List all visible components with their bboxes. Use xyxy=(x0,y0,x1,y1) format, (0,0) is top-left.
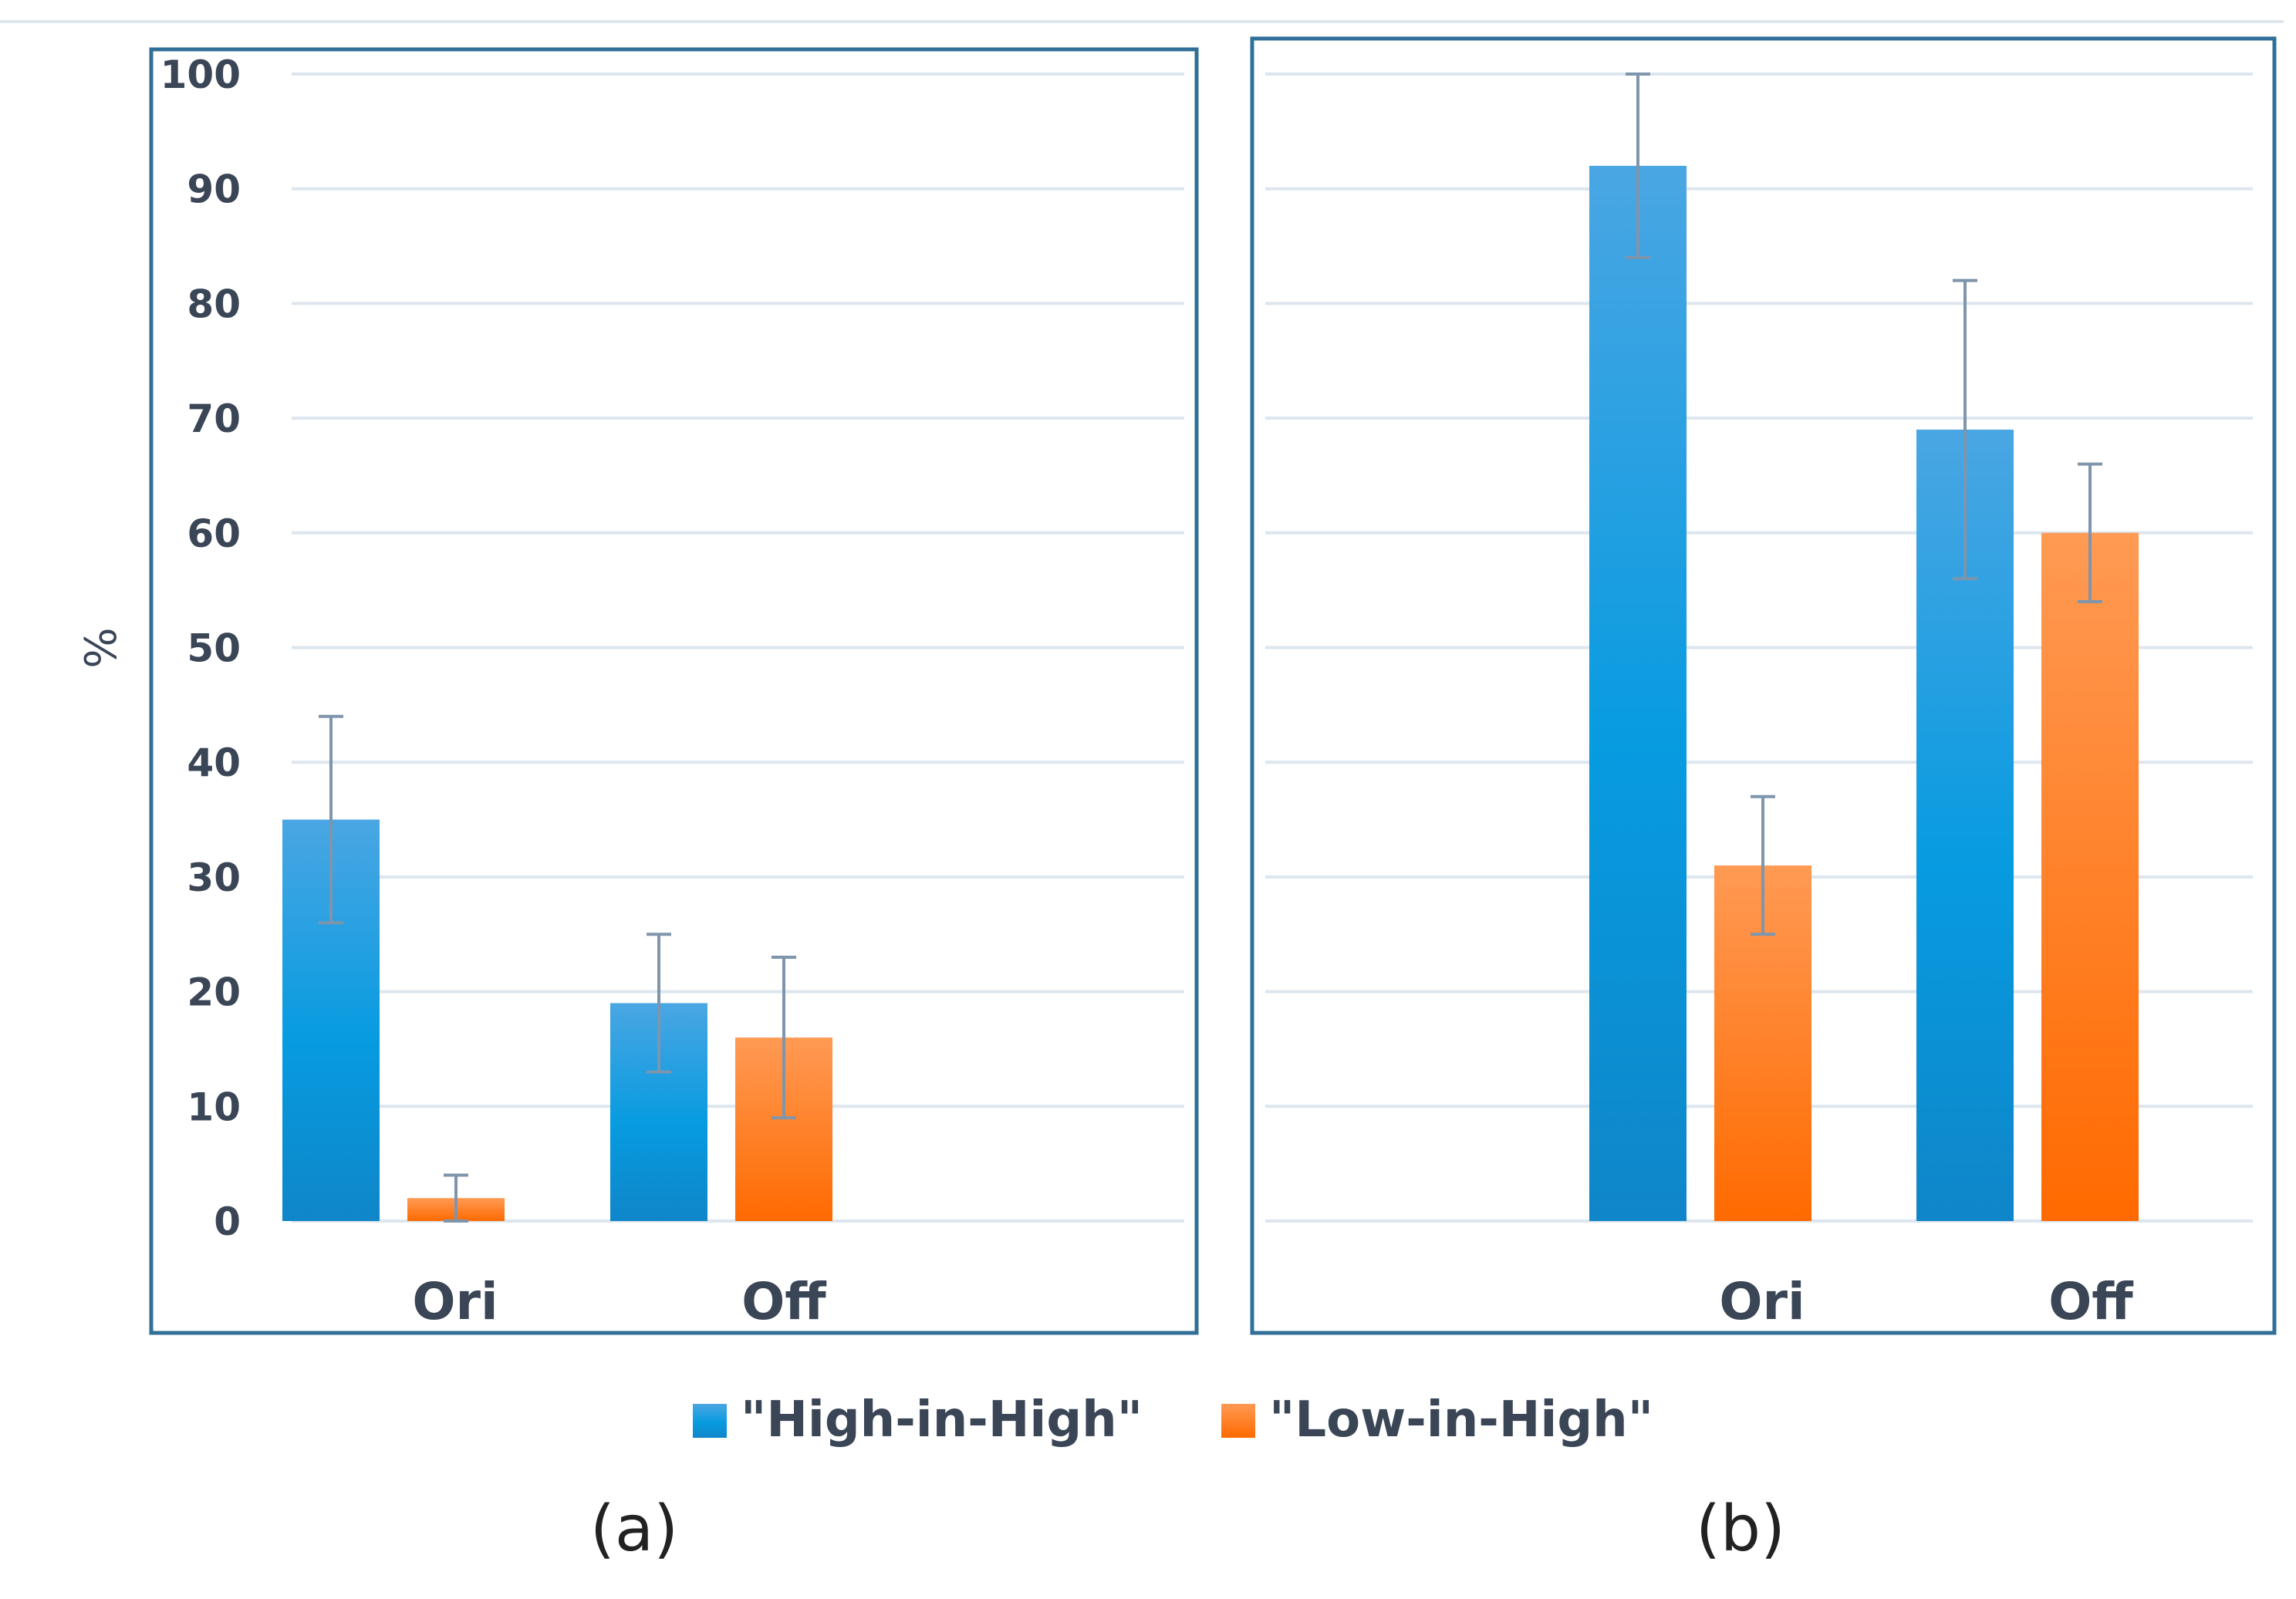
panel-a-bars xyxy=(282,819,832,1221)
y-tick-label-100: 100 xyxy=(160,52,241,97)
legend-swatch-low xyxy=(1221,1404,1255,1438)
y-tick-label-0: 0 xyxy=(214,1199,241,1244)
y-tick-label-10: 10 xyxy=(187,1085,241,1129)
panel-b-error-bar-low-ori xyxy=(1751,794,1775,936)
panel-b-bar-high-ori xyxy=(1589,165,1687,1222)
legend-label-high: "High-in-High" xyxy=(741,1392,1143,1449)
y-tick-label-30: 30 xyxy=(187,855,241,900)
panel-b-frame xyxy=(1250,36,2277,1335)
panel-b-error-bars xyxy=(1626,73,2102,936)
panel-a-error-bar-low-ori xyxy=(444,1173,468,1223)
y-tick-label-40: 40 xyxy=(187,740,241,785)
y-axis-title: % xyxy=(76,627,127,668)
panel-b-error-bar-low-off xyxy=(2078,462,2102,604)
y-tick-label-70: 70 xyxy=(187,396,241,441)
panel-b-label: (b) xyxy=(1696,1493,1785,1566)
y-tick-label-50: 50 xyxy=(187,626,241,671)
panel-a-frame xyxy=(149,47,1199,1335)
panel-a-error-bar-high-ori xyxy=(319,714,343,925)
legend-label-low: "Low-in-High" xyxy=(1269,1392,1653,1449)
panel-a-label: (a) xyxy=(590,1493,678,1566)
panel-a-error-bars xyxy=(319,714,796,1223)
panel-a-error-bar-high-off xyxy=(647,933,671,1074)
y-tick-label-90: 90 xyxy=(187,167,241,212)
panel-a-y-ticks: 0 10 20 30 40 50 60 70 80 90 100 xyxy=(160,52,241,1244)
panel-b-category-ori: Ori xyxy=(1719,1272,1805,1331)
panel-b-category-off: Off xyxy=(2048,1272,2134,1331)
panel-b-error-bar-high-off xyxy=(1953,278,1977,581)
panel-a-category-ori: Ori xyxy=(412,1272,498,1331)
panel-b-bar-low-off xyxy=(2041,532,2139,1221)
panel-a-category-off: Off xyxy=(741,1272,827,1331)
legend-swatch-high xyxy=(693,1404,727,1438)
y-tick-label-80: 80 xyxy=(187,282,241,326)
panel-b-error-bar-high-ori xyxy=(1626,73,1650,259)
panel-a-error-bar-low-off xyxy=(772,955,796,1120)
y-tick-label-60: 60 xyxy=(187,511,241,556)
panel-b-bars xyxy=(1589,165,2139,1222)
y-tick-label-20: 20 xyxy=(187,970,241,1015)
